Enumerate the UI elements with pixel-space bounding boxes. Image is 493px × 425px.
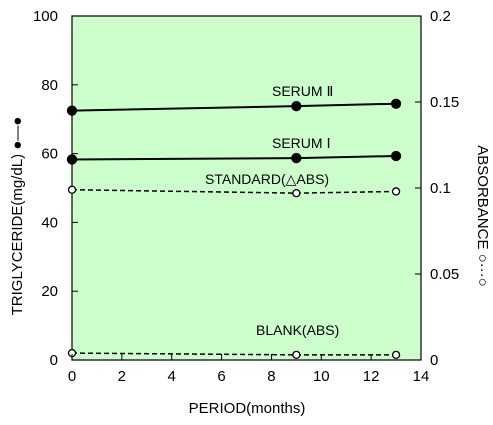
x-tick-label: 14 <box>413 368 430 385</box>
y2-axis-title: ABSORBANCE ○···○ <box>474 145 491 286</box>
x-tick-label: 4 <box>168 368 176 385</box>
y-tick-label: 40 <box>41 214 58 231</box>
series-label-serum-1: SERUM Ⅰ <box>272 135 331 151</box>
y-tick-label: 60 <box>41 146 58 163</box>
y2-tick-label: 0.2 <box>430 8 451 25</box>
series-2-point <box>391 187 401 196</box>
series-0-point <box>66 105 78 116</box>
y2-tick-label: 0.05 <box>430 266 459 283</box>
series-3-point <box>292 350 301 359</box>
x-tick-label: 12 <box>363 368 380 385</box>
series-0-point <box>291 100 302 112</box>
y2-tick-label: 0.1 <box>430 180 451 197</box>
y-tick-label: 80 <box>41 77 58 94</box>
series-1-point <box>291 152 302 164</box>
x-tick-label: 6 <box>217 368 225 385</box>
y2-tick-label: 0 <box>430 352 438 369</box>
y-tick-label: 20 <box>41 283 58 300</box>
series-label-standard: STANDARD(△ABS) <box>205 171 329 187</box>
plot-area <box>71 15 422 361</box>
x-axis-title: PERIOD(months) <box>189 400 306 417</box>
y2-tick-label: 0.15 <box>430 94 459 111</box>
x-tick-label: 0 <box>68 368 76 385</box>
x-tick-label: 2 <box>118 368 126 385</box>
x-tick-label: 10 <box>313 368 330 385</box>
series-label-blank: BLANK(ABS) <box>256 322 339 338</box>
series-2-point <box>292 189 301 198</box>
series-1-point <box>390 150 402 162</box>
series-2-point <box>67 185 77 194</box>
series-layer <box>66 98 402 359</box>
series-1-point <box>66 154 78 165</box>
x-tick-label: 8 <box>267 368 275 385</box>
series-3-point <box>391 350 401 359</box>
series-label-serum-2: SERUM Ⅱ <box>272 83 333 99</box>
y-tick-label: 100 <box>33 8 58 25</box>
y-tick-label: 0 <box>50 352 58 369</box>
y-axis-title: TRIGLYCERIDE(mg/dL) ●—● <box>9 117 26 316</box>
series-0-point <box>390 98 402 109</box>
